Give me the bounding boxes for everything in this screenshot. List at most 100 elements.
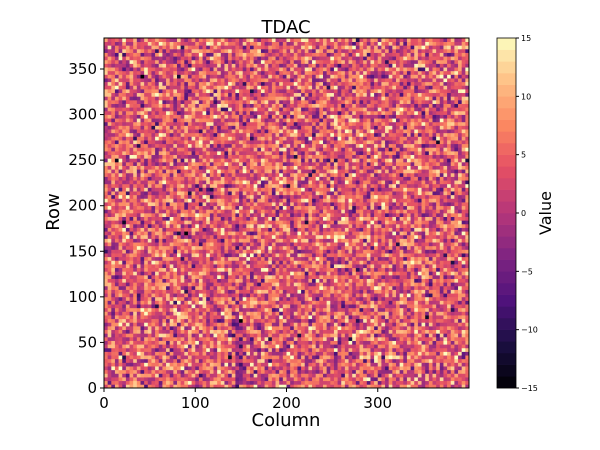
heatmap-cell bbox=[191, 296, 196, 301]
heatmap-cell bbox=[239, 355, 244, 360]
heatmap-cell bbox=[136, 176, 141, 181]
heatmap-cell bbox=[177, 253, 181, 258]
heatmap-cell bbox=[187, 326, 192, 331]
heatmap-cell bbox=[151, 311, 156, 316]
heatmap-cell bbox=[202, 253, 207, 258]
heatmap-cell bbox=[166, 285, 171, 290]
heatmap-cell bbox=[286, 209, 291, 214]
heatmap-cell bbox=[195, 300, 200, 305]
heatmap-cell bbox=[217, 140, 222, 145]
heatmap-cell bbox=[195, 311, 200, 316]
heatmap-cell bbox=[209, 278, 214, 283]
heatmap-cell bbox=[286, 238, 291, 243]
heatmap-cell bbox=[155, 253, 160, 258]
heatmap-cell bbox=[290, 52, 295, 57]
heatmap-cell bbox=[184, 92, 189, 97]
heatmap-cell bbox=[290, 282, 295, 287]
heatmap-cell bbox=[279, 194, 284, 199]
heatmap-cell bbox=[257, 311, 262, 316]
heatmap-cell bbox=[162, 89, 167, 94]
heatmap-cell bbox=[155, 249, 160, 254]
heatmap-cell bbox=[125, 74, 130, 79]
heatmap-cell bbox=[220, 187, 225, 192]
heatmap-cell bbox=[231, 267, 236, 272]
heatmap-cell bbox=[158, 245, 163, 250]
heatmap-cell bbox=[198, 369, 203, 374]
heatmap-cell bbox=[111, 355, 116, 360]
heatmap-cell bbox=[162, 107, 167, 112]
heatmap-cell bbox=[133, 231, 138, 236]
heatmap-cell bbox=[114, 260, 119, 265]
heatmap-cell bbox=[228, 89, 233, 94]
heatmap-cell bbox=[155, 176, 160, 181]
heatmap-cell bbox=[107, 183, 112, 188]
heatmap-cell bbox=[155, 89, 160, 94]
heatmap-cell bbox=[231, 114, 236, 119]
heatmap-cell bbox=[268, 92, 273, 97]
heatmap-cell bbox=[275, 315, 280, 320]
heatmap-cell bbox=[257, 103, 262, 108]
heatmap-cell bbox=[198, 340, 203, 345]
heatmap-cell bbox=[114, 223, 119, 228]
heatmap-cell bbox=[177, 187, 181, 192]
heatmap-cell bbox=[275, 220, 280, 225]
heatmap-cell bbox=[122, 245, 127, 250]
heatmap-cell bbox=[213, 380, 218, 385]
heatmap-cell bbox=[136, 52, 141, 57]
heatmap-cell bbox=[114, 322, 119, 327]
heatmap-cell bbox=[268, 285, 273, 290]
heatmap-cell bbox=[268, 238, 273, 243]
heatmap-cell bbox=[191, 161, 196, 166]
heatmap-cell bbox=[191, 41, 196, 46]
heatmap-cell bbox=[202, 326, 207, 331]
heatmap-cell bbox=[111, 271, 116, 276]
heatmap-cell bbox=[129, 296, 134, 301]
heatmap-cell bbox=[118, 300, 123, 305]
heatmap-cell bbox=[198, 78, 203, 83]
heatmap-cell bbox=[253, 45, 258, 50]
heatmap-cell bbox=[158, 216, 163, 221]
heatmap-cell bbox=[246, 151, 251, 156]
heatmap-cell bbox=[140, 274, 145, 279]
heatmap-cell bbox=[275, 158, 280, 163]
heatmap-cell bbox=[224, 132, 229, 137]
heatmap-cell bbox=[184, 362, 189, 367]
heatmap-cell bbox=[275, 260, 280, 265]
heatmap-cell bbox=[133, 48, 138, 53]
heatmap-cell bbox=[260, 300, 265, 305]
heatmap-cell bbox=[129, 300, 134, 305]
heatmap-cell bbox=[253, 129, 258, 134]
heatmap-cell bbox=[187, 296, 192, 301]
heatmap-cell bbox=[104, 285, 108, 290]
heatmap-cell bbox=[166, 176, 171, 181]
heatmap-cell bbox=[125, 253, 130, 258]
heatmap-cell bbox=[133, 253, 138, 258]
heatmap-cell bbox=[155, 318, 160, 323]
heatmap-cell bbox=[213, 154, 218, 159]
heatmap-cell bbox=[268, 227, 273, 232]
heatmap-cell bbox=[282, 249, 287, 254]
heatmap-cell bbox=[144, 38, 149, 42]
heatmap-cell bbox=[275, 234, 280, 239]
heatmap-cell bbox=[180, 103, 185, 108]
heatmap-cell bbox=[257, 74, 262, 79]
heatmap-cell bbox=[198, 282, 203, 287]
heatmap-cell bbox=[107, 242, 112, 247]
heatmap-cell bbox=[133, 41, 138, 46]
heatmap-cell bbox=[220, 329, 225, 334]
heatmap-cell bbox=[191, 140, 196, 145]
heatmap-cell bbox=[213, 278, 218, 283]
heatmap-cell bbox=[184, 103, 189, 108]
heatmap-cell bbox=[242, 103, 247, 108]
heatmap-cell bbox=[264, 260, 269, 265]
heatmap-cell bbox=[133, 366, 138, 371]
heatmap-cell bbox=[118, 99, 123, 104]
heatmap-cell bbox=[242, 242, 247, 247]
heatmap-cell bbox=[177, 209, 181, 214]
heatmap-cell bbox=[177, 329, 181, 334]
heatmap-cell bbox=[129, 129, 134, 134]
heatmap-cell bbox=[129, 78, 134, 83]
heatmap-cell bbox=[217, 213, 222, 217]
heatmap-cell bbox=[133, 274, 138, 279]
heatmap-cell bbox=[279, 110, 284, 115]
